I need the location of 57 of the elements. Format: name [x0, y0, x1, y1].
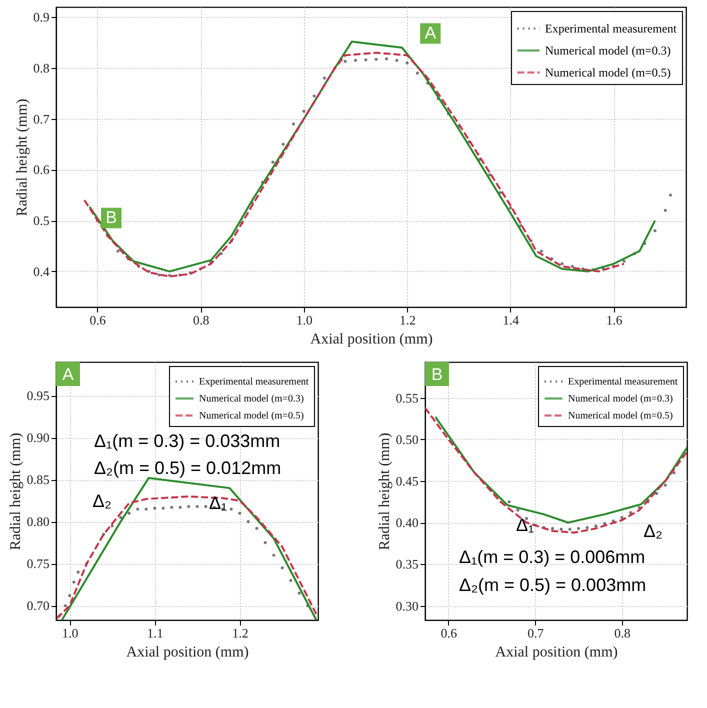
- y-tick-label: 0.85: [26, 472, 50, 488]
- legend-label: Numerical model (m=0.3): [545, 44, 671, 58]
- x-tick-label: 0.6: [440, 626, 458, 640]
- legend-label: Numerical model (m=0.5): [199, 410, 304, 422]
- annotation: B: [106, 208, 117, 228]
- y-tick-label: 0.45: [396, 474, 418, 489]
- legend-label: Experimental measurement: [568, 376, 678, 388]
- y-tick-label: 0.4: [33, 264, 50, 279]
- x-tick-label: 1.6: [606, 312, 623, 328]
- y-tick-label: 0.90: [26, 430, 50, 446]
- x-tick-label: 1.2: [232, 626, 248, 640]
- y-tick-label: 0.70: [26, 598, 50, 614]
- y-tick-label: 0.75: [26, 556, 50, 572]
- x-axis-title: Axial position (mm): [495, 644, 618, 660]
- x-axis-title: Axial position (mm): [310, 332, 433, 348]
- annotation: Δ₂(m = 0.5) = 0.012mm: [94, 458, 282, 478]
- annotation: A: [62, 365, 74, 384]
- y-axis-title: Radial height (mm): [376, 432, 393, 550]
- y-tick-label: 0.6: [33, 162, 50, 178]
- legend-label: Numerical model (m=0.3): [199, 394, 304, 404]
- y-tick-label: 0.95: [26, 388, 50, 404]
- y-tick-label: 0.40: [396, 515, 418, 530]
- annotation: A: [424, 23, 437, 42]
- y-axis-title: Radial height (mm): [8, 432, 24, 550]
- annotation: Δ₁(m = 0.3) = 0.006mm: [459, 547, 646, 567]
- x-axis-title: Axial position (mm): [126, 644, 249, 660]
- y-tick-label: 0.55: [396, 390, 418, 406]
- y-tick-label: 0.8: [33, 60, 50, 76]
- x-tick-label: 0.8: [614, 626, 631, 640]
- y-axis-title: Radial height (mm): [14, 98, 30, 216]
- legend-label: Experimental measurement: [545, 22, 678, 36]
- legend-label: Experimental measurement: [199, 376, 309, 388]
- annotation: Δ₂(m = 0.5) = 0.003mm: [459, 575, 646, 595]
- annotation: Δ₂: [92, 491, 112, 511]
- annotation: Δ₁: [516, 515, 534, 535]
- x-tick-label: 0.7: [528, 626, 544, 640]
- y-tick-label: 0.30: [396, 598, 418, 614]
- legend-label: Numerical model (m=0.5): [545, 66, 671, 80]
- y-tick-label: 0.7: [33, 111, 50, 126]
- annotation: B: [431, 365, 443, 384]
- y-tick-label: 0.35: [396, 556, 418, 572]
- x-tick-label: 1.1: [147, 626, 164, 640]
- x-tick-label: 1.0: [296, 312, 312, 328]
- y-tick-label: 0.9: [33, 10, 50, 25]
- annotation: Δ₂: [643, 521, 663, 541]
- y-tick-label: 0.5: [33, 213, 50, 228]
- y-tick-label: 0.80: [26, 514, 50, 530]
- x-tick-label: 1.2: [400, 312, 416, 328]
- y-tick-label: 0.50: [396, 432, 418, 447]
- annotation: Δ₁(m = 0.3) = 0.033mm: [94, 431, 280, 451]
- legend-label: Numerical model (m=0.5): [568, 410, 673, 422]
- annotation: Δ₁: [208, 493, 228, 513]
- x-tick-label: 1.4: [502, 312, 520, 328]
- legend-label: Numerical model (m=0.3): [568, 394, 673, 404]
- x-tick-label: 1.0: [62, 626, 78, 640]
- x-tick-label: 0.8: [192, 312, 210, 328]
- x-tick-label: 0.6: [90, 312, 106, 328]
